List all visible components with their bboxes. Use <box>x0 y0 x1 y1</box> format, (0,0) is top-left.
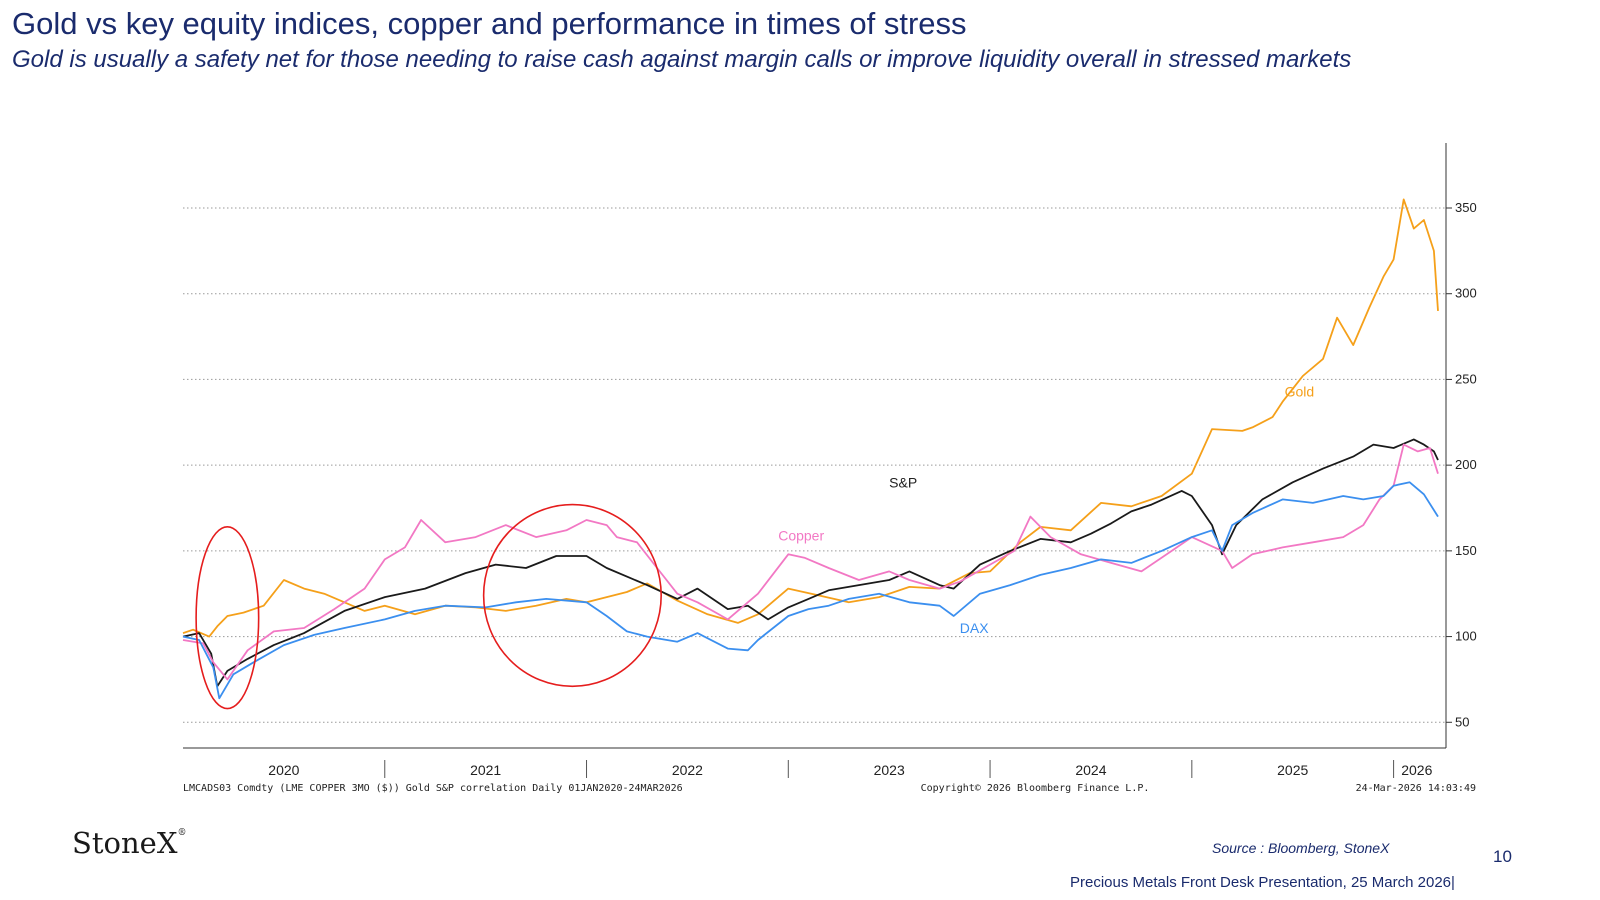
y-tick-label: 100 <box>1455 629 1477 644</box>
x-tick-label: 2024 <box>1075 762 1106 778</box>
y-tick-label: 300 <box>1455 286 1477 301</box>
stress-highlights <box>195 503 662 710</box>
brand-mark: ® <box>177 828 187 838</box>
grid-lines <box>183 207 1446 723</box>
page-number: 10 <box>1493 847 1512 866</box>
y-tick-label: 200 <box>1455 457 1477 472</box>
footnote-left: LMCADS03 Comdty (LME COPPER 3MO ($)) Gol… <box>183 783 683 794</box>
source-note: Source : Bloomberg, StoneX <box>1212 840 1390 856</box>
page-title: Gold vs key equity indices, copper and p… <box>12 6 967 41</box>
series-label-s-p: S&P <box>889 474 917 490</box>
series-line-s-p <box>182 438 1439 688</box>
footnote-right: 24-Mar-2026 14:03:49 <box>1356 783 1476 794</box>
page-subtitle: Gold is usually a safety net for those n… <box>12 46 1352 73</box>
series-label-dax: DAX <box>960 620 989 636</box>
axes: 50 100 150 200 250 300 350 2020 2021 2022 2023 2024… <box>183 143 1477 778</box>
footnote-center: Copyright© 2026 Bloomberg Finance L.P. <box>921 783 1150 794</box>
x-tick-label: 2025 <box>1277 762 1308 778</box>
y-tick-label: 50 <box>1455 714 1469 729</box>
stress-highlight-2 <box>482 503 662 688</box>
x-tick-label: 2022 <box>672 762 703 778</box>
chart-footnotes: LMCADS03 Comdty (LME COPPER 3MO ($)) Gol… <box>183 783 1476 794</box>
series-label-copper: Copper <box>778 528 824 544</box>
x-tick-label: 2021 <box>470 762 501 778</box>
series-lines <box>182 198 1439 700</box>
series-line-dax <box>182 481 1439 700</box>
brand-name: StoneX <box>72 826 178 860</box>
series-annotations: Gold S&P Copper DAX <box>778 384 1314 637</box>
x-tick-label: 2023 <box>874 762 905 778</box>
stonex-logo: StoneX® <box>72 826 186 860</box>
stress-highlight-1 <box>195 526 260 710</box>
x-tick-label: 2020 <box>268 762 299 778</box>
y-tick-label: 250 <box>1455 371 1477 386</box>
footer-text: Precious Metals Front Desk Presentation,… <box>1070 874 1455 891</box>
series-label-gold: Gold <box>1285 384 1315 400</box>
series-line-copper <box>182 443 1439 681</box>
y-tick-label: 150 <box>1455 543 1477 558</box>
x-tick-label: 2026 <box>1401 762 1432 778</box>
series-line-gold <box>182 198 1439 638</box>
y-tick-label: 350 <box>1455 200 1477 215</box>
